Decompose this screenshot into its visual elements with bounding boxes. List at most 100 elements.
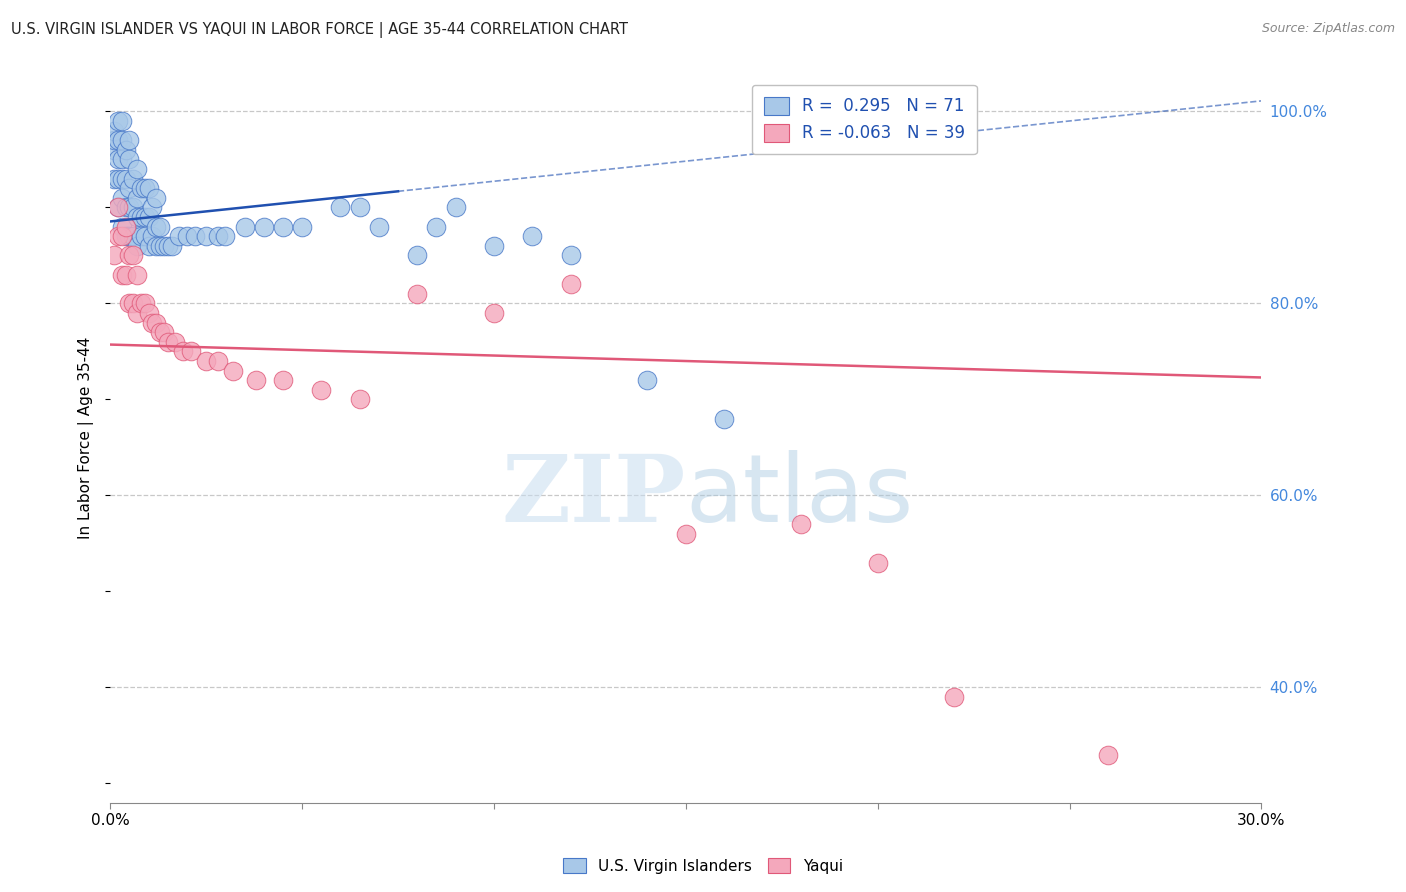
Point xyxy=(114,171,136,186)
Point xyxy=(127,161,149,176)
Point xyxy=(103,133,125,147)
Point xyxy=(111,133,134,147)
Point xyxy=(107,200,129,214)
Point xyxy=(141,229,163,244)
Point xyxy=(114,219,136,234)
Y-axis label: In Labor Force | Age 35-44: In Labor Force | Age 35-44 xyxy=(79,336,94,539)
Point xyxy=(271,219,294,234)
Point xyxy=(425,219,447,234)
Point xyxy=(165,334,187,349)
Point xyxy=(367,219,389,234)
Point xyxy=(291,219,314,234)
Point xyxy=(233,219,256,234)
Point xyxy=(149,219,172,234)
Point xyxy=(180,344,202,359)
Point xyxy=(149,239,172,253)
Point xyxy=(141,200,163,214)
Point xyxy=(444,200,467,214)
Point xyxy=(127,306,149,320)
Point xyxy=(253,219,276,234)
Point xyxy=(114,143,136,157)
Text: ZIP: ZIP xyxy=(502,451,686,541)
Point xyxy=(138,239,160,253)
Point xyxy=(522,229,544,244)
Point xyxy=(134,229,156,244)
Point xyxy=(636,373,658,387)
Text: U.S. VIRGIN ISLANDER VS YAQUI IN LABOR FORCE | AGE 35-44 CORRELATION CHART: U.S. VIRGIN ISLANDER VS YAQUI IN LABOR F… xyxy=(11,22,628,38)
Point xyxy=(122,200,145,214)
Point xyxy=(329,200,352,214)
Point xyxy=(172,344,194,359)
Point xyxy=(111,219,134,234)
Point xyxy=(127,239,149,253)
Point xyxy=(214,229,236,244)
Point xyxy=(145,316,167,330)
Point xyxy=(118,181,141,195)
Point xyxy=(103,248,125,262)
Point xyxy=(1097,747,1119,762)
Point xyxy=(222,363,245,377)
Point xyxy=(138,181,160,195)
Point xyxy=(156,334,179,349)
Point xyxy=(134,181,156,195)
Point xyxy=(406,286,429,301)
Point xyxy=(145,219,167,234)
Point xyxy=(560,248,582,262)
Point xyxy=(866,556,889,570)
Point xyxy=(129,296,152,310)
Point xyxy=(107,133,129,147)
Point xyxy=(141,316,163,330)
Point xyxy=(560,277,582,292)
Point xyxy=(111,114,134,128)
Point xyxy=(271,373,294,387)
Point xyxy=(107,153,129,167)
Point xyxy=(103,171,125,186)
Point xyxy=(145,191,167,205)
Point xyxy=(675,526,697,541)
Point xyxy=(406,248,429,262)
Point xyxy=(311,383,333,397)
Point xyxy=(207,229,229,244)
Point xyxy=(122,296,145,310)
Point xyxy=(114,268,136,282)
Point xyxy=(111,153,134,167)
Point xyxy=(153,239,176,253)
Point xyxy=(183,229,205,244)
Point xyxy=(107,171,129,186)
Point xyxy=(107,229,129,244)
Point xyxy=(138,210,160,224)
Point xyxy=(156,239,179,253)
Point xyxy=(118,248,141,262)
Point xyxy=(195,229,218,244)
Point xyxy=(713,411,735,425)
Point xyxy=(790,517,813,532)
Point xyxy=(145,239,167,253)
Point xyxy=(127,191,149,205)
Point xyxy=(149,325,172,339)
Point xyxy=(160,239,183,253)
Point xyxy=(118,153,141,167)
Point xyxy=(118,296,141,310)
Point xyxy=(118,229,141,244)
Point xyxy=(111,229,134,244)
Point xyxy=(176,229,198,244)
Point xyxy=(118,133,141,147)
Point xyxy=(114,200,136,214)
Point xyxy=(349,392,371,407)
Point xyxy=(482,239,505,253)
Point xyxy=(134,296,156,310)
Point xyxy=(943,690,966,704)
Point xyxy=(122,229,145,244)
Point xyxy=(129,229,152,244)
Point xyxy=(122,171,145,186)
Point xyxy=(349,200,371,214)
Point xyxy=(195,354,218,368)
Point xyxy=(134,210,156,224)
Point xyxy=(169,229,191,244)
Point xyxy=(138,306,160,320)
Point xyxy=(111,191,134,205)
Text: Source: ZipAtlas.com: Source: ZipAtlas.com xyxy=(1261,22,1395,36)
Legend: U.S. Virgin Islanders, Yaqui: U.S. Virgin Islanders, Yaqui xyxy=(557,852,849,880)
Point xyxy=(111,268,134,282)
Point xyxy=(107,114,129,128)
